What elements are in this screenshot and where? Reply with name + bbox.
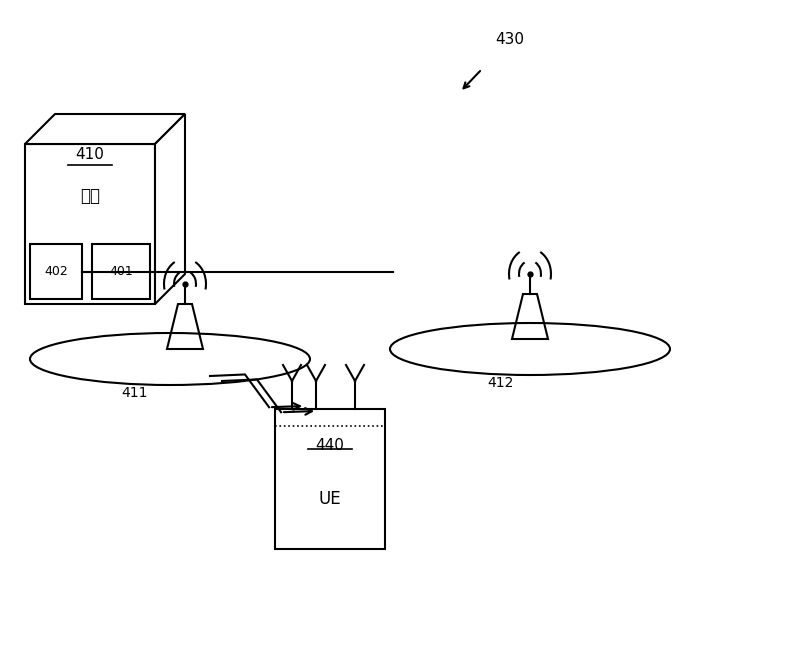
Text: 基站: 基站 (80, 187, 100, 205)
Polygon shape (167, 304, 203, 349)
Text: UE: UE (318, 490, 342, 508)
Text: 402: 402 (44, 265, 68, 278)
Text: 401: 401 (109, 265, 133, 278)
Text: 440: 440 (315, 438, 345, 454)
Polygon shape (512, 294, 548, 339)
Text: 412: 412 (487, 376, 513, 390)
Text: 430: 430 (495, 31, 525, 46)
Text: 411: 411 (122, 386, 148, 400)
Polygon shape (25, 144, 155, 304)
Polygon shape (275, 409, 385, 549)
Polygon shape (155, 114, 185, 304)
Polygon shape (25, 114, 185, 144)
Polygon shape (92, 244, 150, 299)
Text: 410: 410 (75, 147, 105, 162)
Polygon shape (30, 244, 82, 299)
